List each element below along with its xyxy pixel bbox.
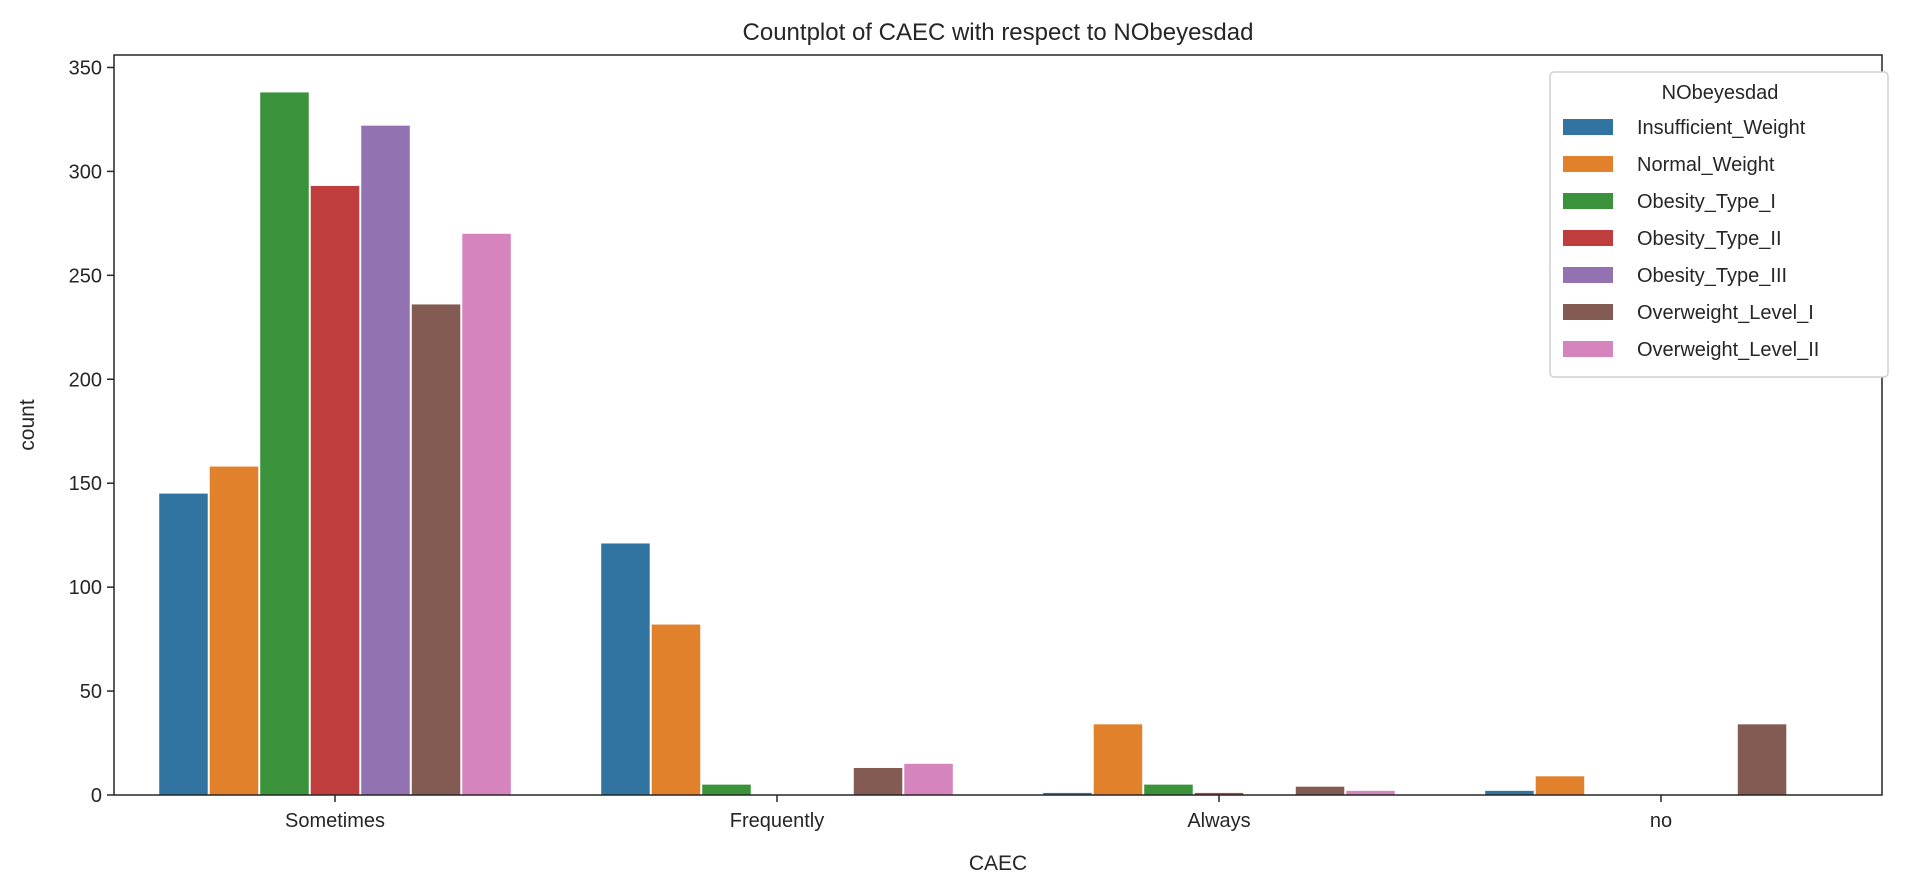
x-tick-label: Always — [1187, 810, 1250, 832]
y-axis: 0 50 100 150 200 250 300 350 — [69, 57, 114, 807]
legend-label: Obesity_Type_I — [1637, 191, 1776, 213]
bar-Sometimes-Obesity_Type_I — [260, 92, 309, 796]
legend-label: Obesity_Type_III — [1637, 265, 1787, 287]
legend-swatch-Obesity_Type_III — [1563, 267, 1613, 283]
legend-label: Overweight_Level_II — [1637, 339, 1819, 361]
bar-Sometimes-Normal_Weight — [209, 466, 259, 795]
bar-Sometimes-Insufficient_Weight — [159, 493, 208, 795]
bar-no-Overweight_Level_I — [1737, 724, 1787, 795]
legend-frame — [1549, 71, 1889, 378]
legend-swatch-Overweight_Level_II — [1563, 341, 1613, 357]
x-tick-label: no — [1650, 810, 1672, 832]
chart-title: Countplot of CAEC with respect to NObeye… — [743, 19, 1254, 46]
legend-swatch-Obesity_Type_I — [1563, 193, 1613, 209]
bar-Always-Overweight_Level_I — [1295, 786, 1345, 795]
bar-Sometimes-Obesity_Type_II — [310, 185, 360, 795]
bar-Always-Obesity_Type_II — [1194, 792, 1244, 795]
bar-Frequently-Obesity_Type_I — [702, 784, 751, 795]
legend-swatch-Obesity_Type_II — [1563, 230, 1613, 246]
legend-title: NObeyesdad — [1662, 82, 1779, 104]
x-tick-label: Frequently — [730, 810, 825, 832]
y-tick-label: 350 — [69, 57, 102, 79]
bar-Frequently-Insufficient_Weight — [601, 543, 650, 795]
y-axis-label: count — [16, 399, 39, 451]
bar-Sometimes-Overweight_Level_II — [462, 233, 511, 795]
bar-Always-Overweight_Level_II — [1346, 790, 1395, 795]
legend-label: Obesity_Type_II — [1637, 228, 1782, 250]
legend-label: Overweight_Level_I — [1637, 302, 1814, 324]
bar-Frequently-Overweight_Level_I — [853, 767, 903, 795]
legend-label: Normal_Weight — [1637, 154, 1775, 176]
y-tick-label: 100 — [69, 577, 102, 599]
y-tick-label: 300 — [69, 161, 102, 183]
bar-Frequently-Overweight_Level_II — [904, 763, 953, 795]
y-tick-label: 250 — [69, 265, 102, 287]
bar-Always-Normal_Weight — [1093, 724, 1143, 795]
bar-Sometimes-Obesity_Type_III — [361, 125, 410, 796]
legend-swatch-Overweight_Level_I — [1563, 304, 1613, 320]
bar-Frequently-Normal_Weight — [651, 624, 701, 795]
x-tick-label: Sometimes — [285, 810, 385, 832]
bar-no-Insufficient_Weight — [1485, 790, 1534, 795]
bars-layer — [159, 92, 1787, 796]
legend-swatch-Insufficient_Weight — [1563, 119, 1613, 135]
bar-Sometimes-Overweight_Level_I — [411, 304, 461, 795]
plot-frame — [113, 54, 1883, 796]
y-tick-label: 0 — [91, 785, 102, 807]
bar-Always-Insufficient_Weight — [1043, 792, 1092, 795]
legend: NObeyesdad Insufficient_Weight Normal_Wei… — [1549, 71, 1889, 378]
legend-swatch-Normal_Weight — [1563, 156, 1613, 172]
legend-label: Insufficient_Weight — [1637, 117, 1806, 139]
bar-Always-Obesity_Type_I — [1144, 784, 1193, 795]
x-axis: Sometimes Frequently Always no — [285, 795, 1672, 832]
y-tick-label: 50 — [80, 681, 102, 703]
bar-no-Normal_Weight — [1535, 776, 1585, 795]
x-axis-label: CAEC — [969, 852, 1027, 875]
y-tick-label: 200 — [69, 369, 102, 391]
y-tick-label: 150 — [69, 473, 102, 495]
